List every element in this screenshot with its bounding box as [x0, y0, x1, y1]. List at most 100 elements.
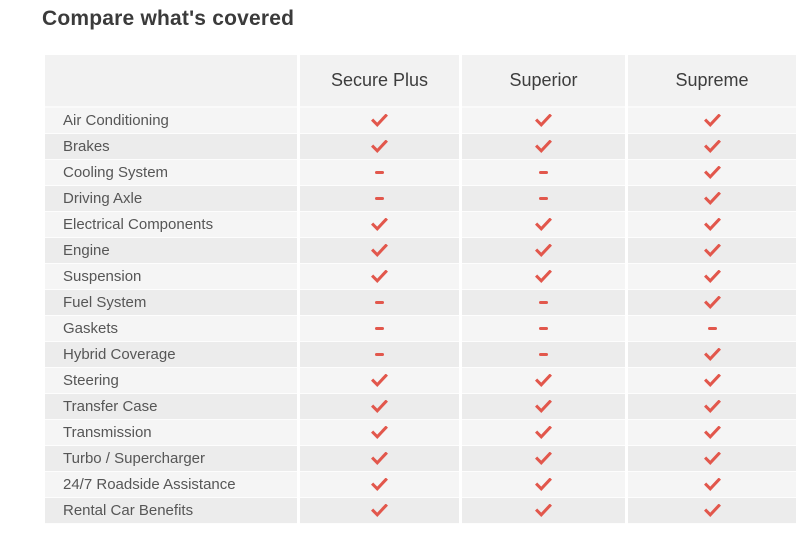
coverage-cell — [628, 420, 796, 446]
check-icon — [535, 218, 552, 231]
check-icon — [371, 426, 388, 439]
check-icon — [535, 270, 552, 283]
coverage-cell — [462, 212, 625, 238]
coverage-cell — [300, 498, 459, 524]
check-icon — [703, 192, 721, 205]
row-label: Steering — [45, 368, 297, 394]
dash-icon — [539, 327, 548, 330]
check-icon — [371, 270, 388, 283]
coverage-cell — [300, 420, 459, 446]
check-icon — [703, 166, 721, 179]
coverage-cell — [628, 212, 796, 238]
coverage-cell — [462, 368, 625, 394]
table-corner-cell — [45, 55, 297, 108]
check-icon — [535, 374, 552, 387]
coverage-cell — [300, 316, 459, 342]
coverage-cell — [462, 472, 625, 498]
check-icon — [703, 452, 721, 465]
coverage-cell — [300, 134, 459, 160]
coverage-cell — [628, 368, 796, 394]
coverage-cell — [628, 186, 796, 212]
check-icon — [535, 426, 552, 439]
check-icon — [371, 114, 388, 127]
check-icon — [703, 244, 721, 257]
row-label: Hybrid Coverage — [45, 342, 297, 368]
column-header-superior: Superior — [462, 55, 625, 108]
coverage-cell — [628, 238, 796, 264]
check-icon — [535, 452, 552, 465]
coverage-cell — [300, 108, 459, 134]
coverage-cell — [628, 394, 796, 420]
coverage-cell — [628, 472, 796, 498]
coverage-cell — [300, 472, 459, 498]
coverage-cell — [300, 160, 459, 186]
row-label: Gaskets — [45, 316, 297, 342]
row-label: Engine — [45, 238, 297, 264]
coverage-cell — [300, 238, 459, 264]
coverage-cell — [628, 264, 796, 290]
check-icon — [535, 244, 552, 257]
coverage-cell — [462, 290, 625, 316]
coverage-cell — [300, 186, 459, 212]
check-icon — [703, 114, 721, 127]
check-icon — [371, 374, 388, 387]
coverage-cell — [300, 368, 459, 394]
check-icon — [371, 400, 388, 413]
check-icon — [703, 218, 721, 231]
coverage-cell — [462, 420, 625, 446]
row-label: Transmission — [45, 420, 297, 446]
row-label: Turbo / Supercharger — [45, 446, 297, 472]
check-icon — [703, 400, 721, 413]
check-icon — [703, 348, 721, 361]
coverage-cell — [462, 108, 625, 134]
coverage-cell — [300, 212, 459, 238]
coverage-cell — [300, 290, 459, 316]
coverage-cell — [462, 134, 625, 160]
dash-icon — [539, 197, 548, 200]
column-header-secure-plus: Secure Plus — [300, 55, 459, 108]
check-icon — [703, 504, 721, 517]
row-label: Fuel System — [45, 290, 297, 316]
check-icon — [371, 504, 388, 517]
row-label: 24/7 Roadside Assistance — [45, 472, 297, 498]
row-label: Air Conditioning — [45, 108, 297, 134]
page-title: Compare what's covered — [42, 7, 295, 30]
coverage-cell — [628, 108, 796, 134]
row-label: Driving Axle — [45, 186, 297, 212]
dash-icon — [375, 301, 384, 304]
coverage-cell — [628, 134, 796, 160]
coverage-cell — [462, 394, 625, 420]
row-label: Suspension — [45, 264, 297, 290]
column-header-supreme: Supreme — [628, 55, 796, 108]
check-icon — [535, 478, 552, 491]
check-icon — [703, 374, 721, 387]
coverage-cell — [462, 446, 625, 472]
coverage-cell — [628, 342, 796, 368]
check-icon — [371, 452, 388, 465]
check-icon — [703, 140, 721, 153]
coverage-cell — [300, 394, 459, 420]
dash-icon — [539, 353, 548, 356]
coverage-cell — [628, 446, 796, 472]
check-icon — [703, 270, 721, 283]
check-icon — [703, 296, 721, 309]
coverage-cell — [462, 342, 625, 368]
row-label: Electrical Components — [45, 212, 297, 238]
dash-icon — [375, 353, 384, 356]
row-label: Cooling System — [45, 160, 297, 186]
coverage-cell — [462, 264, 625, 290]
row-label: Brakes — [45, 134, 297, 160]
coverage-cell — [628, 316, 796, 342]
coverage-cell — [300, 264, 459, 290]
coverage-cell — [300, 446, 459, 472]
check-icon — [371, 244, 388, 257]
check-icon — [703, 426, 721, 439]
coverage-comparison-table: Secure Plus Superior Supreme Air Conditi… — [45, 55, 796, 524]
check-icon — [535, 400, 552, 413]
check-icon — [535, 140, 552, 153]
dash-icon — [539, 171, 548, 174]
coverage-cell — [462, 238, 625, 264]
coverage-cell — [628, 290, 796, 316]
row-label: Transfer Case — [45, 394, 297, 420]
